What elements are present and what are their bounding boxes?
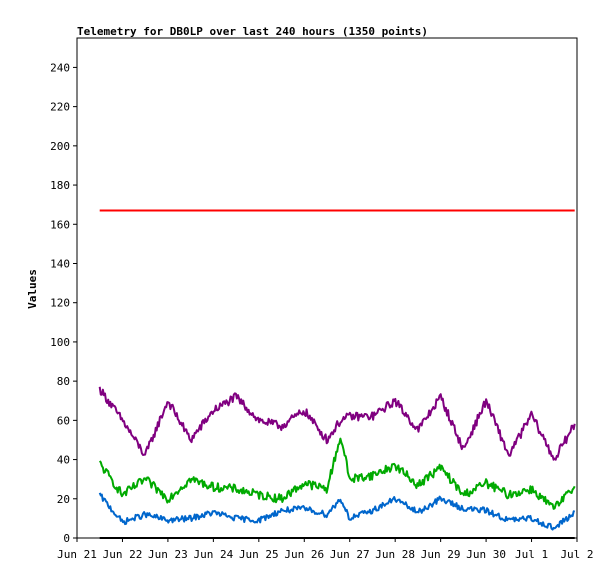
y-tick-label: 220 — [50, 101, 70, 114]
y-tick-label: 80 — [57, 375, 70, 388]
y-tick-label: 160 — [50, 218, 70, 231]
x-tick-label: Jul 1 — [515, 548, 548, 561]
x-tick-label: Jun 29 — [421, 548, 461, 561]
x-tick-label: Jun 24 — [193, 548, 233, 561]
x-tick-label: Jun 28 — [375, 548, 415, 561]
y-tick-label: 140 — [50, 257, 70, 270]
series-layer — [98, 209, 576, 539]
x-axis: Jun 21 Jun 22 Jun 23 Jun 24 Jun 25 Jun 26 Jun … — [57, 538, 594, 561]
y-tick-label: 180 — [50, 179, 70, 192]
series-line-1 — [98, 386, 576, 461]
y-tick-label: 100 — [50, 336, 70, 349]
x-tick-label: Jun 30 — [466, 548, 506, 561]
x-tick-label: Jun 26 — [284, 548, 324, 561]
x-tick-label: Jul 2 — [560, 548, 593, 561]
y-tick-label: 0 — [63, 532, 70, 545]
y-tick-label: 120 — [50, 297, 70, 310]
x-tick-label: Jun 23 — [148, 548, 188, 561]
y-tick-label: 60 — [57, 414, 70, 427]
y-tick-label: 240 — [50, 61, 70, 74]
series-line-2 — [98, 437, 576, 510]
x-tick-label: Jun 21 — [57, 548, 97, 561]
x-tick-label: Jun 22 — [103, 548, 143, 561]
series-line-3 — [98, 492, 576, 531]
y-tick-label: 40 — [57, 454, 70, 467]
y-tick-label: 20 — [57, 493, 70, 506]
chart-title: Telemetry for DB0LP over last 240 hours … — [77, 25, 428, 38]
y-axis: 0 20 40 60 80 100 120 140 160 180 200 220 240 — [50, 61, 77, 545]
y-tick-label: 200 — [50, 140, 70, 153]
y-axis-label: Values — [26, 269, 39, 309]
x-tick-label: Jun 25 — [239, 548, 279, 561]
x-tick-label: Jun 27 — [330, 548, 370, 561]
